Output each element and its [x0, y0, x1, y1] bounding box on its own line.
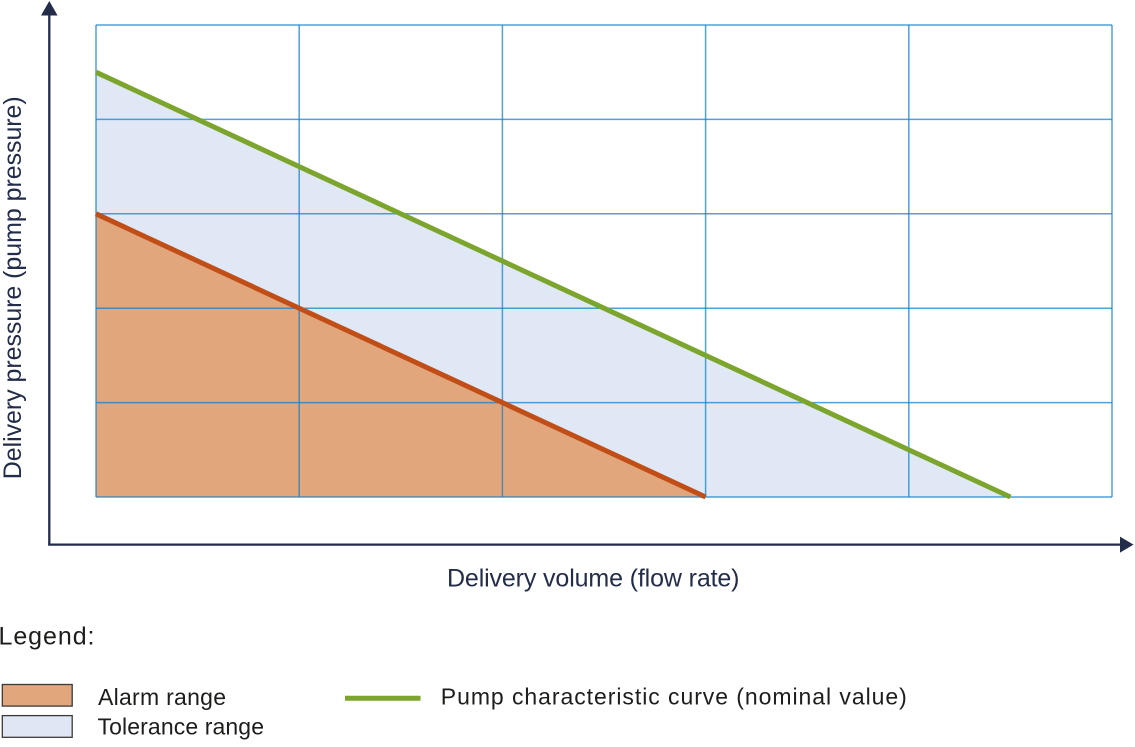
svg-text:Legend:: Legend: [0, 623, 95, 651]
svg-text:Tolerance range: Tolerance range [98, 714, 265, 740]
svg-text:Delivery pressure (pump pressu: Delivery pressure (pump pressure) [0, 96, 27, 479]
svg-text:Delivery volume (flow rate): Delivery volume (flow rate) [447, 564, 740, 592]
svg-text:Pump characteristic curve (nom: Pump characteristic curve (nominal value… [441, 684, 907, 710]
svg-text:Alarm range: Alarm range [98, 684, 226, 710]
